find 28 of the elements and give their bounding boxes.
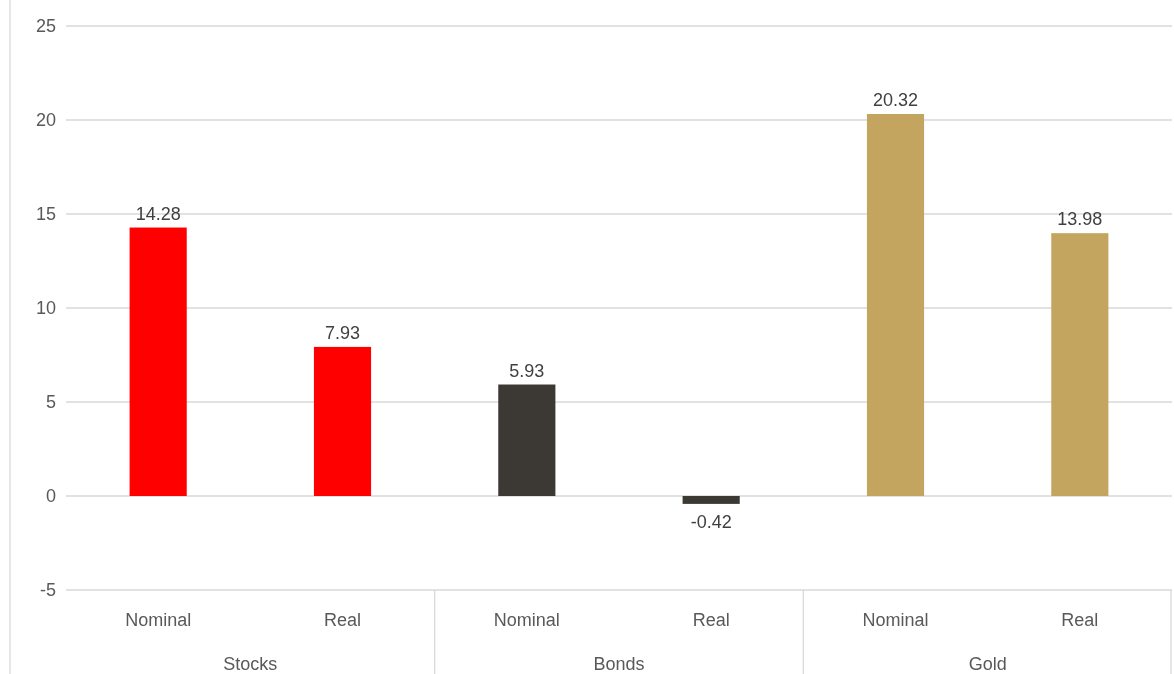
data-label: 7.93: [324, 322, 361, 343]
y-tick-label: 15: [35, 204, 56, 225]
bar: [682, 496, 740, 504]
y-tick-label: 5: [45, 392, 56, 413]
text: Gold: [968, 654, 1007, 674]
x-tick-label: Real: [692, 610, 730, 630]
y-tick-label: 20: [35, 110, 56, 131]
bar: [866, 113, 925, 496]
data-label: 13.98: [1057, 209, 1103, 230]
x-tick-label: Nominal: [125, 610, 192, 630]
y-tick-label: -5: [39, 580, 56, 601]
data-label: 14.28: [135, 203, 181, 224]
text: Stocks: [223, 654, 278, 674]
text: Bonds: [593, 654, 645, 674]
y-tick-label: 10: [35, 298, 56, 319]
bar: [313, 346, 372, 496]
x-tick-label: Real: [323, 610, 362, 630]
data-label: 20.32: [872, 89, 919, 110]
bar: [129, 227, 187, 496]
data-label: 5.93: [509, 360, 545, 381]
data-label: -0.42: [690, 511, 732, 532]
x-tick-label: Nominal: [862, 610, 929, 630]
x-tick-label: Nominal: [493, 610, 560, 630]
y-tick-label: 0: [45, 486, 56, 507]
x-tick-label: Real: [1061, 610, 1099, 630]
bar: [498, 384, 556, 496]
bar: [1051, 233, 1109, 496]
y-tick-label: 25: [35, 16, 56, 37]
